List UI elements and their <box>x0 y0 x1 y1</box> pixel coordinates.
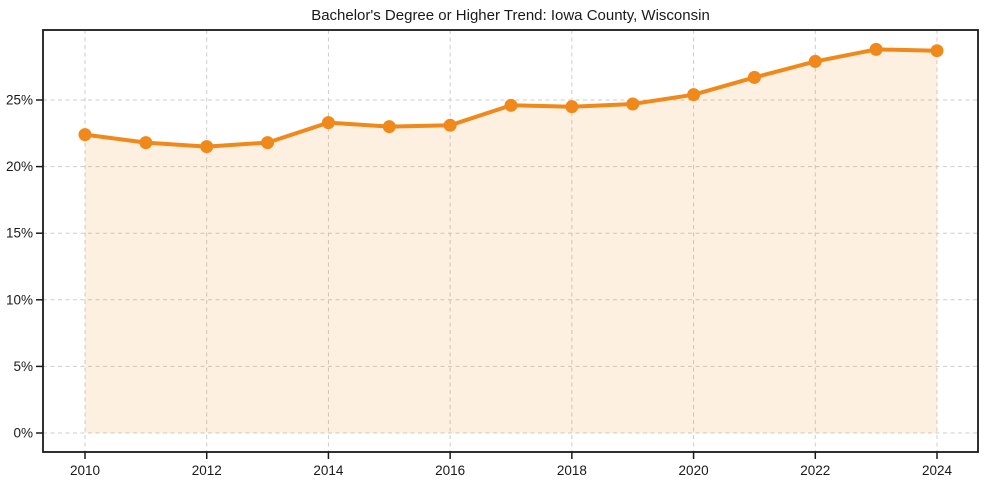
y-tick-label: 5% <box>13 359 33 374</box>
data-point-2015 <box>382 120 396 134</box>
data-point-2021 <box>747 70 761 84</box>
y-tick-label: 15% <box>6 226 33 241</box>
y-tick-label: 25% <box>6 93 33 108</box>
y-tick-label: 10% <box>6 292 33 307</box>
x-tick-label: 2012 <box>192 463 222 478</box>
x-tick-label: 2016 <box>435 463 465 478</box>
x-tick-label: 2014 <box>313 463 344 478</box>
x-tick-label: 2010 <box>70 463 100 478</box>
data-point-2020 <box>687 88 701 102</box>
data-point-2010 <box>78 128 92 142</box>
plot-border <box>42 29 979 453</box>
data-point-2013 <box>261 136 275 150</box>
x-tick-label: 2018 <box>557 463 587 478</box>
data-point-2023 <box>869 42 883 56</box>
data-point-2022 <box>808 54 822 68</box>
y-tick-label: 0% <box>13 426 33 441</box>
x-tick-label: 2024 <box>922 463 953 478</box>
x-tick-label: 2022 <box>800 463 830 478</box>
data-point-2017 <box>504 98 518 112</box>
data-point-2014 <box>321 116 335 130</box>
data-point-2016 <box>443 118 457 132</box>
data-point-2012 <box>200 140 214 154</box>
data-point-2019 <box>626 97 640 111</box>
data-point-2011 <box>139 136 153 150</box>
data-point-2018 <box>565 100 579 114</box>
y-tick-label: 20% <box>6 159 33 174</box>
x-tick-label: 2020 <box>679 463 709 478</box>
chart-title: Bachelor's Degree or Higher Trend: Iowa … <box>311 7 710 24</box>
area-fill <box>85 49 937 434</box>
data-point-2024 <box>930 44 944 58</box>
